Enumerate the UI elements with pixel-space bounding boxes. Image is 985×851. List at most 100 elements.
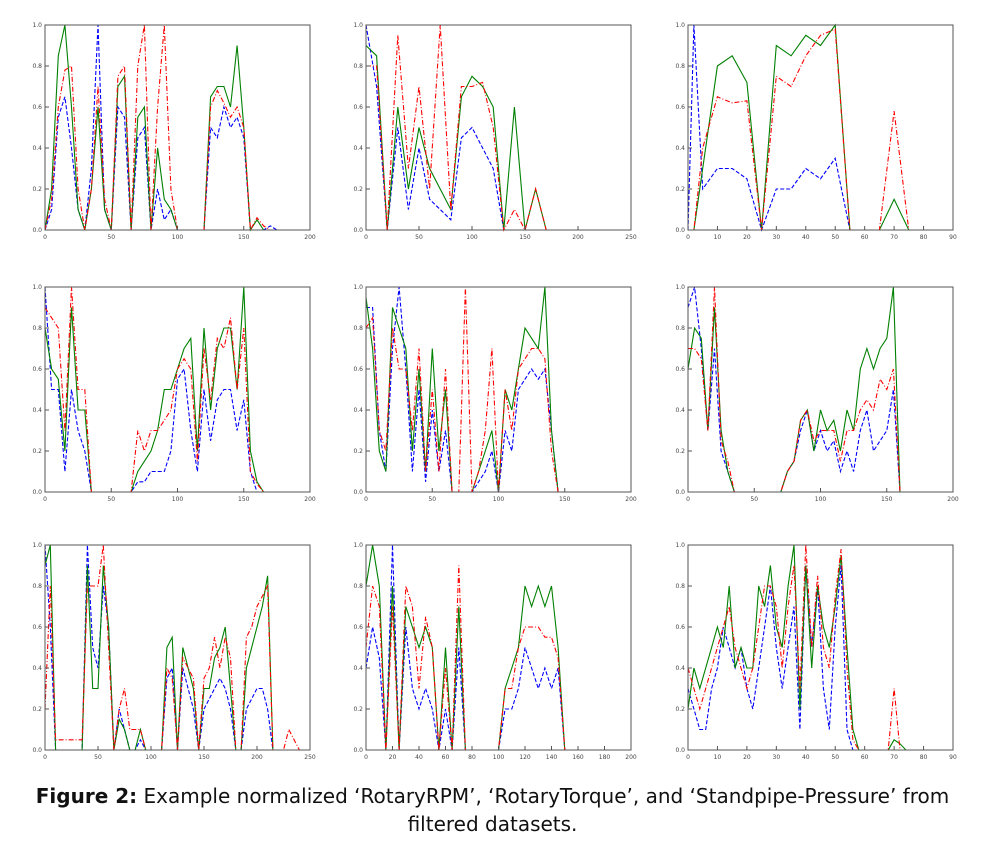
- pressure-line: [688, 286, 940, 493]
- x-tick-label: 0: [686, 754, 690, 761]
- y-tick-label: 0.2: [32, 706, 42, 713]
- x-tick-label: 140: [546, 754, 558, 761]
- axes-frame: [687, 286, 954, 493]
- x-tick-label: 60: [861, 234, 869, 241]
- y-tick-label: 0.6: [32, 366, 42, 373]
- x-tick-label: 180: [599, 754, 611, 761]
- y-tick-label: 0.0: [353, 227, 363, 234]
- y-tick-label: 0.0: [32, 227, 42, 234]
- x-tick-label: 40: [802, 754, 810, 761]
- x-tick-label: 160: [572, 754, 584, 761]
- y-tick-label: 0.2: [353, 186, 363, 193]
- y-tick-label: 0.8: [353, 325, 363, 332]
- x-tick-label: 200: [251, 754, 263, 761]
- x-tick-label: 0: [686, 234, 690, 241]
- x-tick-label: 10: [714, 754, 722, 761]
- y-tick-label: 0.4: [675, 665, 685, 672]
- chart-panel-7: 0 50 100 150 200 250 0.0 0.2 0.4 0.6 0.8 1.0: [32, 542, 315, 761]
- x-tick-label: 50: [415, 234, 423, 241]
- y-tick-label: 0.6: [675, 366, 685, 373]
- x-tick-label: 50: [831, 754, 839, 761]
- y-tick-label: 0.4: [675, 407, 685, 414]
- x-tick-label: 60: [861, 754, 869, 761]
- rpm-line: [687, 565, 924, 751]
- chart-svg: 0 50 100 150 200 0.0 0.2 0.4 0.6 0.8 1.0: [32, 284, 315, 503]
- x-tick-label: 10: [714, 234, 722, 241]
- x-tick-label: 120: [519, 754, 531, 761]
- pressure-line: [44, 286, 284, 493]
- y-tick-label: 0.4: [353, 145, 363, 152]
- x-tick-label: 150: [238, 234, 250, 241]
- x-tick-label: 150: [559, 496, 571, 503]
- torque-line: [687, 544, 924, 751]
- x-tick-label: 150: [238, 496, 250, 503]
- axes-frame: [44, 24, 311, 231]
- caption-text: Example normalized ‘RotaryRPM’, ‘RotaryT…: [137, 784, 950, 836]
- x-tick-label: 0: [43, 496, 47, 503]
- y-tick-label: 0.8: [353, 583, 363, 590]
- y-tick-label: 0.4: [32, 407, 42, 414]
- torque-line: [44, 286, 284, 493]
- x-tick-label: 50: [94, 754, 102, 761]
- x-tick-label: 200: [947, 496, 959, 503]
- y-tick-label: 0.2: [353, 448, 363, 455]
- y-tick-label: 0.0: [32, 489, 42, 496]
- rpm-line: [366, 286, 605, 493]
- y-tick-label: 1.0: [353, 542, 363, 549]
- torque-line: [688, 23, 953, 231]
- x-tick-label: 80: [920, 754, 928, 761]
- x-tick-label: 50: [107, 234, 115, 241]
- axes-frame: [44, 544, 311, 751]
- y-tick-label: 0.8: [32, 583, 42, 590]
- y-tick-label: 0.4: [32, 145, 42, 152]
- y-tick-label: 0.2: [353, 706, 363, 713]
- y-tick-label: 0.2: [32, 186, 42, 193]
- x-tick-label: 0: [364, 754, 368, 761]
- x-tick-label: 40: [415, 754, 423, 761]
- y-tick-label: 0.8: [675, 583, 685, 590]
- x-tick-label: 50: [831, 234, 839, 241]
- x-tick-label: 90: [949, 754, 957, 761]
- pressure-line: [44, 24, 291, 232]
- chart-svg: 0 10 20 30 40 50 60 70 80 90 0.0 0.2 0.4 0.6 0.8 1.0: [675, 22, 957, 241]
- x-tick-label: 80: [920, 234, 928, 241]
- y-tick-label: 1.0: [32, 542, 42, 549]
- chart-panel-5: 0 50 100 150 200 0.0 0.2 0.4 0.6 0.8 1.0: [353, 284, 636, 503]
- torque-line: [687, 286, 940, 493]
- chart-panel-6: 0 50 100 150 200 0.0 0.2 0.4 0.6 0.8 1.0: [675, 284, 958, 503]
- axes-frame: [687, 24, 954, 231]
- x-tick-label: 90: [949, 234, 957, 241]
- x-tick-label: 100: [493, 496, 505, 503]
- y-tick-label: 0.2: [675, 706, 685, 713]
- y-tick-label: 0.8: [32, 63, 42, 70]
- y-tick-label: 0.6: [675, 104, 685, 111]
- torque-line: [365, 45, 578, 231]
- x-tick-label: 200: [625, 496, 637, 503]
- x-tick-label: 50: [428, 496, 436, 503]
- x-tick-label: 100: [172, 234, 184, 241]
- rpm-line: [44, 24, 291, 231]
- y-tick-label: 0.6: [32, 104, 42, 111]
- x-tick-label: 0: [364, 496, 368, 503]
- x-tick-label: 100: [815, 496, 827, 503]
- axes-frame: [365, 24, 632, 231]
- chart-panel-2: 0 50 100 150 200 250 0.0 0.2 0.4 0.6 0.8 1.0: [353, 22, 636, 241]
- y-tick-label: 0.0: [675, 489, 685, 496]
- chart-panel-4: 0 50 100 150 200 0.0 0.2 0.4 0.6 0.8 1.0: [32, 284, 315, 503]
- y-tick-label: 1.0: [353, 22, 363, 29]
- y-tick-label: 0.2: [675, 448, 685, 455]
- y-tick-label: 0.6: [32, 624, 42, 631]
- x-tick-label: 0: [43, 234, 47, 241]
- x-tick-label: 150: [881, 496, 893, 503]
- y-tick-label: 1.0: [675, 284, 685, 291]
- chart-svg: 0 20 40 60 80 100 120 140 160 180 200 0.0 0.2 0.4 0.6 0…: [353, 542, 636, 761]
- chart-grid: 0 50 100 150 200 0.0 0.2 0.4 0.6 0.8 1.0 0 50 100 150 2…: [32, 22, 958, 761]
- chart-panel-3: 0 10 20 30 40 50 60 70 80 90 0.0 0.2 0.4 0.6 0.8 1.0: [675, 22, 957, 241]
- torque-line: [44, 24, 291, 232]
- x-tick-label: 40: [802, 234, 810, 241]
- x-tick-label: 150: [519, 234, 531, 241]
- x-tick-label: 250: [304, 754, 316, 761]
- torque-line: [365, 544, 618, 751]
- chart-svg: 0 50 100 150 200 250 0.0 0.2 0.4 0.6 0.8 1.0: [32, 542, 315, 761]
- chart-panel-1: 0 50 100 150 200 0.0 0.2 0.4 0.6 0.8 1.0: [32, 22, 315, 241]
